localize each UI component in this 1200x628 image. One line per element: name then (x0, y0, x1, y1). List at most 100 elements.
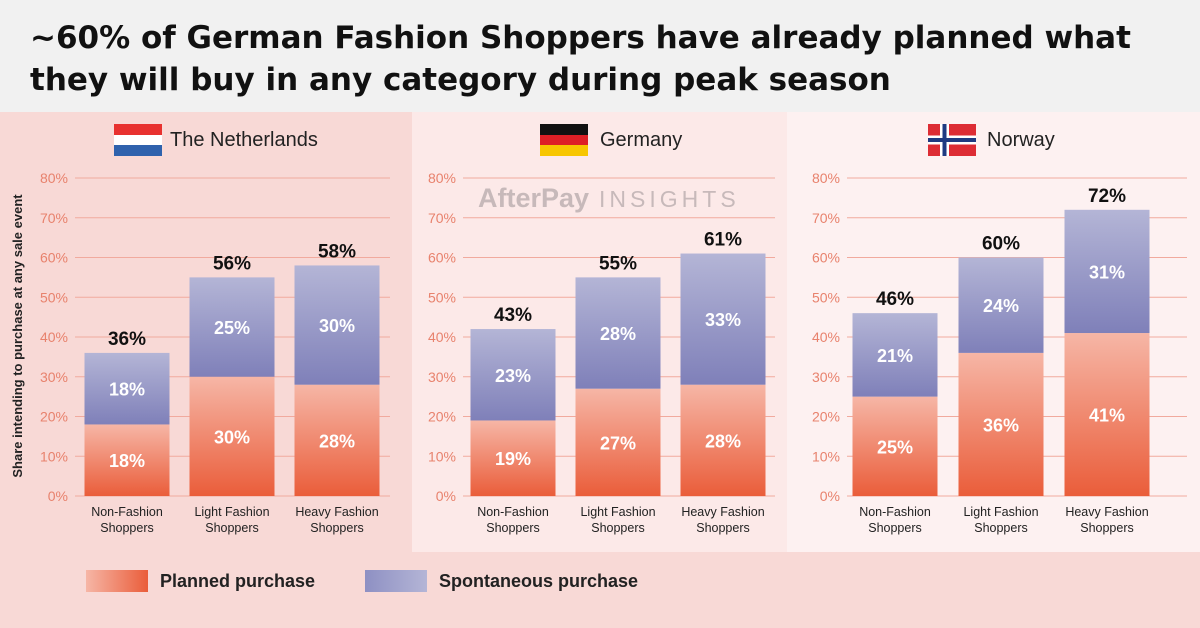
y-tick-label: 30% (812, 369, 840, 385)
data-label-total: 55% (599, 253, 637, 274)
data-label-planned: 18% (109, 451, 145, 471)
y-tick-label: 80% (428, 170, 456, 186)
data-label-planned: 25% (877, 437, 913, 457)
y-tick-label: 30% (428, 369, 456, 385)
y-tick-label: 0% (48, 488, 68, 504)
y-tick-label: 30% (40, 369, 68, 385)
y-tick-label: 0% (820, 488, 840, 504)
y-tick-label: 50% (40, 289, 68, 305)
country-label-norway: Norway (987, 129, 1055, 151)
chart-panel-netherlands: The Netherlands 0% 10% 20% 30% 40% 50% 60% 70% 8… (0, 112, 412, 552)
spontaneous-swatch-icon (365, 570, 427, 592)
bar-planned (680, 384, 766, 496)
x-tick-label: Light Fashion Shoppers (580, 505, 655, 535)
bar-planned (84, 424, 170, 496)
x-tick-label: Non-Fashion Shoppers (91, 505, 163, 535)
bar-spontaneous (1064, 209, 1150, 334)
y-tick-label: 10% (40, 448, 68, 464)
chart-panel-germany: Germany 0% 10% 20% 30% 40% 50% 60% 70% 80% 19% 23%… (412, 112, 787, 552)
x-tick-label: Non-Fashion Shoppers (859, 505, 931, 535)
watermark-brand: AfterPay (478, 183, 590, 213)
data-label-spontaneous: 25% (214, 318, 250, 338)
bar-planned (294, 384, 380, 496)
data-label-planned: 41% (1089, 406, 1125, 426)
x-tick-label: Heavy Fashion Shoppers (681, 505, 764, 535)
chart-panel-norway: Norway 0% 10% 20% 30% 40% 50% 60% 70% 80% 25% 21% 4… (787, 112, 1200, 552)
data-label-total: 72% (1088, 186, 1126, 207)
y-tick-label: 20% (428, 409, 456, 425)
data-label-total: 36% (108, 329, 146, 350)
data-label-total: 61% (704, 230, 742, 251)
bar-spontaneous (189, 277, 275, 377)
norway-flag-icon (928, 124, 976, 156)
x-tick-label: Non-Fashion Shoppers (477, 505, 549, 535)
y-tick-label: 50% (428, 289, 456, 305)
bar-planned (852, 396, 938, 496)
y-tick-label: 60% (428, 250, 456, 266)
data-label-spontaneous: 24% (983, 296, 1019, 316)
data-label-planned: 19% (495, 449, 531, 469)
y-tick-label: 80% (812, 170, 840, 186)
data-label-spontaneous: 31% (1089, 262, 1125, 282)
bar-planned (470, 420, 556, 496)
data-label-spontaneous: 21% (877, 346, 913, 366)
afterpay-insights-watermark: AfterPay INSIGHTS (478, 183, 740, 214)
chart-netherlands: 0% 10% 20% 30% 40% 50% 60% 70% 80% 18% 18% 36% Non-F… (40, 170, 390, 535)
country-label-netherlands: The Netherlands (170, 129, 318, 151)
y-tick-label: 0% (436, 488, 456, 504)
y-tick-label: 20% (40, 409, 68, 425)
bar-spontaneous (470, 329, 556, 421)
y-tick-label: 10% (428, 448, 456, 464)
y-tick-label: 50% (812, 289, 840, 305)
data-label-planned: 27% (600, 433, 636, 453)
watermark-sub: INSIGHTS (599, 186, 740, 212)
bar-spontaneous (575, 277, 661, 389)
data-label-total: 46% (876, 289, 914, 310)
y-tick-label: 70% (428, 210, 456, 226)
country-label-germany: Germany (600, 129, 683, 151)
y-tick-label: 10% (812, 448, 840, 464)
data-label-total: 60% (982, 234, 1020, 255)
chart-germany: 0% 10% 20% 30% 40% 50% 60% 70% 80% 19% 23% 43% Non-F… (428, 170, 775, 535)
x-tick-label: Heavy Fashion Shoppers (1065, 505, 1148, 535)
y-tick-label: 60% (812, 250, 840, 266)
y-axis-label: Share intending to purchase at any sale … (10, 194, 25, 478)
data-label-planned: 28% (705, 431, 741, 451)
planned-swatch-icon (86, 570, 148, 592)
chart-norway: 0% 10% 20% 30% 40% 50% 60% 70% 80% 25% 21% 46% Non-F… (812, 170, 1187, 535)
bar-planned (958, 352, 1044, 496)
data-label-planned: 28% (319, 431, 355, 451)
x-tick-label: Heavy Fashion Shoppers (295, 505, 378, 535)
legend-label-spontaneous: Spontaneous purchase (439, 571, 639, 591)
netherlands-flag-icon (114, 124, 162, 156)
bar-planned (575, 388, 661, 496)
x-tick-label: Light Fashion Shoppers (963, 505, 1038, 535)
bar-planned (189, 376, 275, 496)
bar-spontaneous (294, 265, 380, 385)
y-tick-label: 40% (812, 329, 840, 345)
x-tick-label: Light Fashion Shoppers (194, 505, 269, 535)
legend: Planned purchase Spontaneous purchase (0, 552, 1200, 628)
bar-spontaneous (680, 253, 766, 385)
y-tick-label: 70% (812, 210, 840, 226)
data-label-spontaneous: 18% (109, 380, 145, 400)
data-label-planned: 36% (983, 415, 1019, 435)
data-label-spontaneous: 33% (705, 310, 741, 330)
page-title: ~60% of German Fashion Shoppers have alr… (30, 20, 1131, 98)
bar-planned (1064, 333, 1150, 496)
y-tick-label: 20% (812, 409, 840, 425)
data-label-spontaneous: 30% (319, 316, 355, 336)
y-tick-label: 70% (40, 210, 68, 226)
y-tick-label: 40% (40, 329, 68, 345)
bar-spontaneous (84, 352, 170, 425)
y-tick-label: 40% (428, 329, 456, 345)
data-label-total: 43% (494, 305, 532, 326)
legend-label-planned: Planned purchase (160, 571, 316, 591)
data-label-spontaneous: 28% (600, 324, 636, 344)
data-label-total: 56% (213, 253, 251, 274)
y-tick-label: 80% (40, 170, 68, 186)
bar-spontaneous (852, 313, 938, 397)
data-label-planned: 30% (214, 427, 250, 447)
data-label-spontaneous: 23% (495, 366, 531, 386)
y-tick-label: 60% (40, 250, 68, 266)
